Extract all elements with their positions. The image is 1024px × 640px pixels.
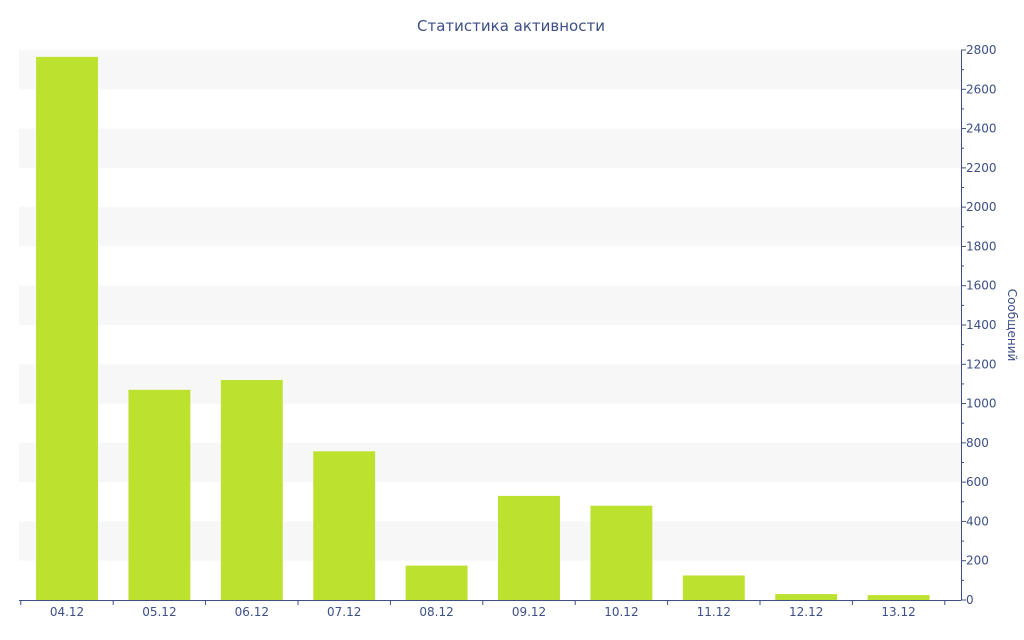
bar-06.12: [220, 380, 283, 600]
y-axis-label: Сообщений: [1005, 289, 1019, 362]
bar-10.12: [590, 505, 653, 600]
x-tick-label: 11.12: [697, 605, 731, 619]
bar-09.12: [498, 495, 560, 600]
x-tick-label: 07.12: [327, 605, 361, 619]
y-tick-label: 800: [966, 436, 989, 450]
y-tick-label: 1400: [966, 318, 997, 332]
grid-bands: [19, 50, 961, 561]
y-axis: 0 200 400 600 800 1000 1200 1400 1600 1800 2000 220…: [961, 43, 997, 607]
grid-band: [19, 285, 961, 325]
y-tick-label: 200: [966, 554, 989, 568]
x-tick-label: 08.12: [419, 605, 453, 619]
bar-12.12: [775, 594, 838, 600]
x-tick-label: 04.12: [50, 605, 84, 619]
y-tick-label: 2200: [966, 161, 997, 175]
bars-group: [36, 56, 930, 600]
bar-05.12: [128, 389, 191, 600]
grid-band: [19, 128, 961, 168]
y-tick-label: 1800: [966, 239, 997, 253]
x-tick-label: 13.12: [881, 605, 915, 619]
x-tick-label: 09.12: [512, 605, 546, 619]
x-tick-label: 05.12: [142, 605, 176, 619]
y-tick-label: 1600: [966, 279, 997, 293]
grid-band: [19, 207, 961, 247]
bar-08.12: [405, 565, 468, 600]
y-tick-label: 600: [966, 475, 989, 489]
x-axis: 04.12 05.12 06.12 07.12 08.12 09.12 10.12 11.12…: [20, 600, 946, 619]
x-tick-label: 10.12: [604, 605, 638, 619]
y-tick-label: 0: [966, 593, 974, 607]
bar-04.12: [36, 56, 98, 600]
y-tick-label: 2600: [966, 82, 997, 96]
x-tick-label: 12.12: [789, 605, 823, 619]
y-tick-label: 1000: [966, 397, 997, 411]
bar-13.12: [867, 595, 930, 600]
x-tick-label: 06.12: [235, 605, 269, 619]
grid-band: [19, 50, 961, 90]
chart-title: Статистика активности: [417, 17, 605, 35]
y-tick-label: 1200: [966, 357, 997, 371]
y-tick-label: 2400: [966, 122, 997, 136]
y-tick-label: 400: [966, 514, 989, 528]
bar-11.12: [682, 575, 745, 600]
y-tick-label: 2000: [966, 200, 997, 214]
y-tick-label: 2800: [966, 43, 997, 57]
bar-07.12: [313, 451, 376, 600]
